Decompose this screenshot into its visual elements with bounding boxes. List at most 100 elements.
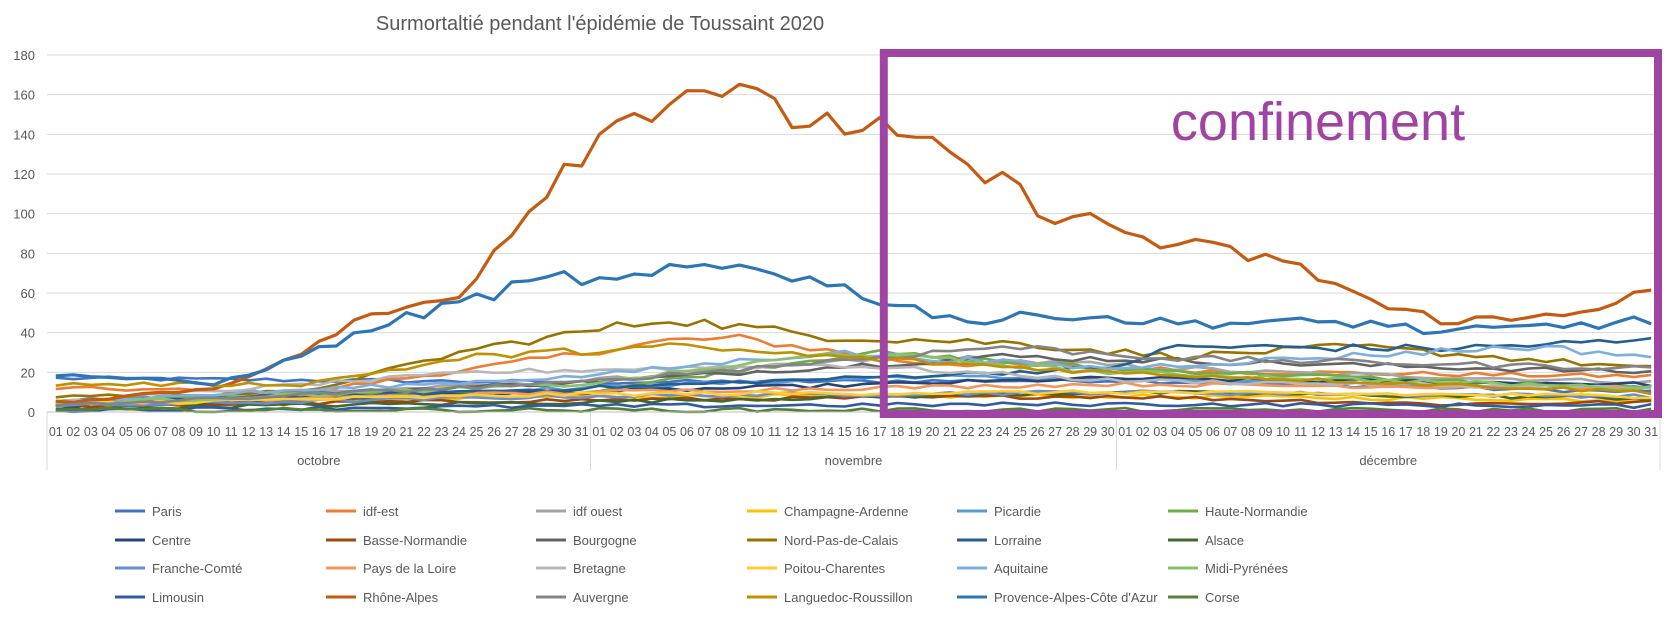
x-tick-label: 28 (522, 425, 536, 439)
x-tick-label: 29 (1083, 425, 1097, 439)
x-tick-label: 04 (1171, 425, 1185, 439)
legend-entry: Corse (1205, 590, 1240, 605)
y-tick-label: 0 (28, 405, 35, 420)
x-tick-label: 12 (1311, 425, 1325, 439)
x-tick-label: 11 (225, 425, 238, 439)
y-tick-label: 180 (13, 48, 35, 63)
x-tick-label: 08 (172, 425, 186, 439)
x-tick-label: 10 (750, 425, 764, 439)
y-tick-label: 120 (13, 167, 35, 182)
x-tick-label: 01 (592, 425, 606, 439)
x-tick-label: 28 (1066, 425, 1080, 439)
legend-entry: Midi-Pyrénées (1205, 561, 1289, 576)
month-label: octobre (297, 453, 340, 468)
legend-entry: Limousin (152, 590, 204, 605)
legend-entry: Champagne-Ardenne (784, 504, 908, 519)
x-tick-label: 02 (610, 425, 624, 439)
series-line-7 (55, 394, 1652, 409)
x-tick-label: 24 (1522, 425, 1536, 439)
x-tick-label: 16 (855, 425, 869, 439)
legend-entry: Auvergne (573, 590, 629, 605)
x-tick-label: 17 (873, 425, 887, 439)
legend-entry: Nord-Pas-de-Calais (784, 533, 899, 548)
legend-entry: idf ouest (573, 504, 623, 519)
x-tick-label: 18 (1416, 425, 1430, 439)
x-tick-label: 25 (1013, 425, 1027, 439)
x-tick-label: 06 (680, 425, 694, 439)
x-tick-label: 21 (1469, 425, 1483, 439)
x-tick-label: 11 (768, 425, 781, 439)
y-tick-label: 160 (13, 88, 35, 103)
series-line-22 (55, 262, 1652, 387)
x-tick-label: 09 (733, 425, 747, 439)
x-tick-label: 18 (347, 425, 361, 439)
x-tick-label: 17 (1399, 425, 1413, 439)
legend-entry: Pays de la Loire (363, 561, 456, 576)
x-tick-label: 22 (961, 425, 975, 439)
x-tick-label: 19 (1434, 425, 1448, 439)
y-tick-label: 20 (21, 365, 35, 380)
x-tick-label: 21 (399, 425, 413, 439)
confinement-annotation: confinement (879, 49, 1662, 418)
y-tick-label: 140 (13, 127, 35, 142)
legend-entry: Picardie (994, 504, 1041, 519)
confinement-label: confinement (1171, 92, 1465, 152)
x-tick-label: 16 (1381, 425, 1395, 439)
x-tick-label: 31 (575, 425, 589, 439)
x-tick-label: 28 (1592, 425, 1606, 439)
x-tick-label: 08 (1241, 425, 1255, 439)
x-tick-label: 10 (1276, 425, 1290, 439)
legend-entry: Bretagne (573, 561, 626, 576)
y-tick-label: 80 (21, 246, 35, 261)
x-tick-label: 01 (49, 425, 63, 439)
x-tick-label: 12 (242, 425, 256, 439)
legend-entry: Languedoc-Roussillon (784, 590, 913, 605)
x-tick-label: 15 (838, 425, 852, 439)
series-layer (55, 82, 1652, 414)
x-tick-label: 05 (119, 425, 133, 439)
legend-entry: Aquitaine (994, 561, 1048, 576)
x-tick-label: 07 (154, 425, 168, 439)
series-line-9 (55, 318, 1652, 399)
chart-title: Surmortaltié pendant l'épidémie de Touss… (376, 13, 824, 35)
x-tick-label: 13 (259, 425, 273, 439)
x-tick-label: 02 (1136, 425, 1150, 439)
x-tick-label: 29 (540, 425, 554, 439)
x-tick-label: 02 (66, 425, 80, 439)
month-label: novembre (825, 453, 883, 468)
legend-entry: Franche-Comté (152, 561, 242, 576)
x-tick-label: 26 (1031, 425, 1045, 439)
x-tick-label: 24 (996, 425, 1010, 439)
legend-entry: idf-est (363, 504, 399, 519)
legend-entry: Basse-Normandie (363, 533, 467, 548)
x-tick-label: 20 (382, 425, 396, 439)
x-tick-label: 27 (505, 425, 519, 439)
x-tick-label: 14 (277, 425, 291, 439)
x-tick-label: 22 (1486, 425, 1500, 439)
x-tick-label: 04 (645, 425, 659, 439)
legend-entry: Alsace (1205, 533, 1244, 548)
x-tick-label: 12 (785, 425, 799, 439)
x-tick-label: 07 (698, 425, 712, 439)
x-axis: 01 02 03 04 05 06 07 08 09 10 11 12 13 14 15 16 17 18 19 20… (46, 411, 1661, 470)
x-tick-label: 30 (1627, 425, 1641, 439)
x-tick-label: 23 (435, 425, 449, 439)
series-line-21 (55, 342, 1652, 396)
y-tick-label: 40 (21, 326, 35, 341)
x-tick-label: 09 (189, 425, 203, 439)
legend-entry: Lorraine (994, 533, 1042, 548)
legend-entry: Poitou-Charentes (784, 561, 886, 576)
x-tick-label: 13 (803, 425, 817, 439)
x-tick-label: 03 (1153, 425, 1167, 439)
legend-entry: Paris (152, 504, 182, 519)
x-tick-label: 26 (1557, 425, 1571, 439)
x-tick-label: 23 (1504, 425, 1518, 439)
x-tick-label: 05 (1188, 425, 1202, 439)
x-tick-label: 27 (1574, 425, 1588, 439)
confinement-box (879, 49, 1662, 418)
x-tick-label: 05 (662, 425, 676, 439)
x-tick-label: 22 (417, 425, 431, 439)
x-tick-label: 27 (1048, 425, 1062, 439)
x-tick-label: 11 (1294, 425, 1307, 439)
x-tick-label: 20 (1451, 425, 1465, 439)
